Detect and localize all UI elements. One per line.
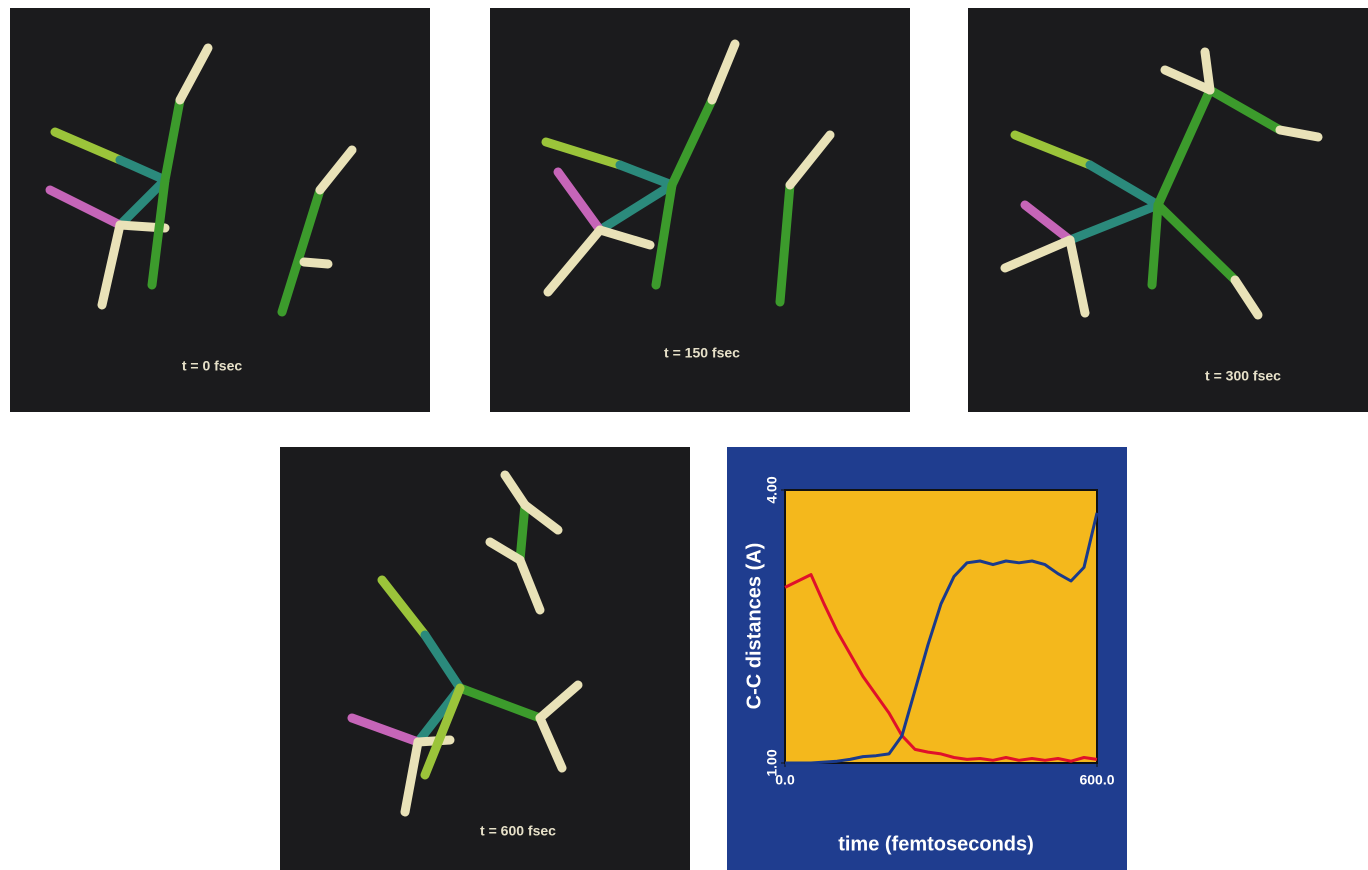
page: {"panels": [{"label": "t = 0 fsec"}, {"l… — [0, 0, 1368, 870]
time-label: t = 0 fsec — [182, 358, 243, 374]
y-tick-label: 1.00 — [764, 749, 780, 776]
snapshot-panel: t = 300 fsec — [968, 8, 1368, 412]
snapshot-panel: t = 0 fsec — [10, 8, 430, 412]
snapshot-panel: t = 150 fsec — [490, 8, 910, 412]
figure: t = 0 fsec t = 150 fsec t = 300 fsec — [0, 0, 1368, 870]
x-tick-label: 600.0 — [1079, 772, 1114, 788]
y-axis-label: C-C distances (A) — [743, 543, 765, 710]
y-tick-label: 4.00 — [764, 476, 780, 503]
x-axis-label: time (femtoseconds) — [838, 833, 1034, 855]
time-label: t = 600 fsec — [480, 823, 556, 839]
time-label: t = 150 fsec — [664, 345, 740, 361]
snapshot-panel: t = 600 fsec — [280, 447, 690, 870]
time-label: t = 300 fsec — [1205, 368, 1281, 384]
chart: time (femtoseconds) C-C distances (A) 0.… — [727, 447, 1127, 870]
